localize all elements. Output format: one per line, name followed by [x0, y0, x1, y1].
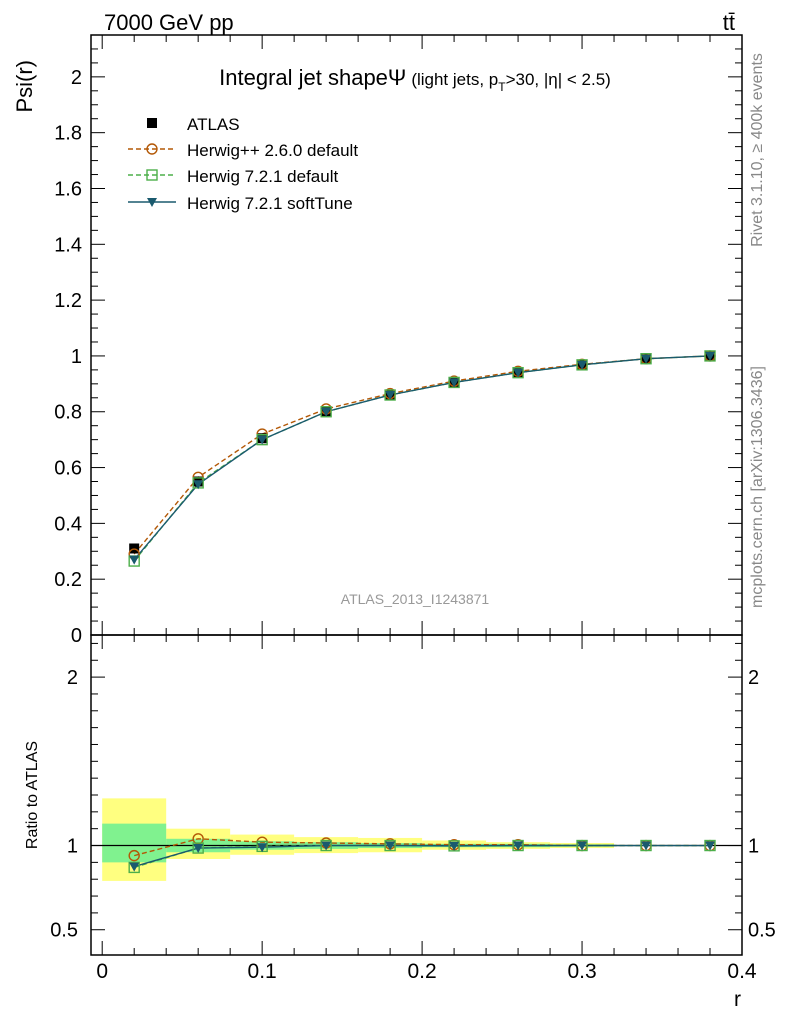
legend-marker-herwig721 [146, 169, 158, 181]
ratio-point-softtune [321, 841, 332, 851]
y-tick-label: 0.2 [54, 569, 82, 591]
x-tick-label: 0.1 [248, 960, 277, 983]
ratio-point-softtune [385, 841, 396, 851]
ratio-tick-label-right: 2 [748, 667, 759, 689]
y-axis-label: Psi(r) [12, 60, 37, 113]
y-tick-label: 0.4 [54, 513, 82, 535]
chart-title: Integral jet shapeΨ (light jets, pT>30, |… [219, 65, 611, 94]
ratio-tick-label: 2 [67, 667, 78, 689]
point-softtune [641, 354, 652, 364]
y-tick-label: 1.8 [54, 123, 82, 145]
chart-title-detail: (light jets, p [411, 70, 498, 89]
y-tick-label: 1.4 [54, 234, 82, 256]
x-tick-label: 0.3 [567, 960, 596, 983]
x-tick-label: 0.2 [407, 960, 436, 983]
ratio-point-softtune [449, 841, 460, 851]
legend-marker-softtune [147, 198, 157, 207]
x-axis-label: r [734, 988, 741, 1011]
ratio-panel-frame [90, 634, 743, 956]
ratio-point-herwig721 [192, 842, 204, 854]
point-softtune [705, 351, 716, 361]
chart-title-sub: T [498, 80, 506, 94]
point-softtune [577, 360, 588, 370]
y-tick-label: 0.8 [54, 402, 82, 424]
ratio-point-softtune [577, 841, 588, 851]
y-tick-label: 0 [71, 625, 82, 647]
curve-main-softtune [133, 355, 711, 561]
ratio-band-inner [102, 823, 167, 863]
chart-title-main: Integral jet shape [219, 65, 388, 90]
rivet-label: Rivet 3.1.10, ≥ 400k events [749, 53, 766, 247]
legend-label-herwigpp: Herwig++ 2.6.0 default [187, 141, 358, 160]
point-softtune [449, 378, 460, 388]
legend-marker-atlas [147, 118, 157, 128]
ratio-point-softtune [129, 862, 140, 872]
process-label: tt̄ [723, 10, 735, 35]
y-tick-label: 1.2 [54, 290, 82, 312]
point-softtune [129, 555, 140, 565]
legend-label-herwig721: Herwig 7.2.1 default [187, 167, 338, 186]
ratio-point-softtune [513, 841, 524, 851]
ratio-tick-label: 0.5 [50, 920, 78, 942]
analysis-watermark: ATLAS_2013_I1243871 [341, 591, 490, 607]
y-tick-label: 1.6 [54, 178, 82, 200]
point-softtune [513, 368, 524, 378]
point-softtune [257, 435, 268, 445]
curve-main-herwigpp [133, 355, 711, 555]
ratio-point-softtune [257, 843, 268, 853]
point-softtune [321, 407, 332, 417]
ratio-tick-label-right: 1 [748, 836, 759, 858]
point-softtune [193, 480, 204, 490]
legend-marker-herwigpp [146, 143, 158, 155]
y-tick-label: 0.6 [54, 458, 82, 480]
legend: ATLAS Herwig++ 2.6.0 default Herwig 7.2.… [128, 115, 358, 213]
ratio-point-softtune [641, 841, 652, 851]
energy-label: 7000 GeV pp [104, 10, 234, 35]
ratio-point-softtune [705, 841, 716, 851]
x-tick-label: 0 [96, 960, 108, 983]
y-tick-label: 2 [71, 67, 82, 89]
ratio-point-herwigpp [128, 849, 140, 862]
chart-title-symbol: Ψ [388, 65, 406, 90]
ratio-point-herwig721 [128, 861, 140, 874]
y-tick-label: 1 [71, 346, 82, 368]
curve-ratio-softtune [133, 844, 711, 868]
ratio-tick-label: 1 [67, 836, 78, 858]
ratio-point-softtune [193, 844, 204, 854]
mcplots-label: mcplots.cern.ch [arXiv:1306.3436] [749, 366, 766, 608]
legend-label-softtune: Herwig 7.2.1 softTune [187, 194, 353, 213]
legend-label-atlas: ATLAS [187, 115, 240, 134]
x-tick-label: 0.4 [727, 960, 757, 983]
ratio-tick-label-right: 0.5 [748, 920, 776, 942]
chart-title-tail: >30, |η| < 2.5) [506, 70, 611, 89]
ratio-axis-label: Ratio to ATLAS [24, 741, 41, 849]
point-softtune [385, 391, 396, 400]
ratio-point-herwigpp [192, 833, 204, 845]
